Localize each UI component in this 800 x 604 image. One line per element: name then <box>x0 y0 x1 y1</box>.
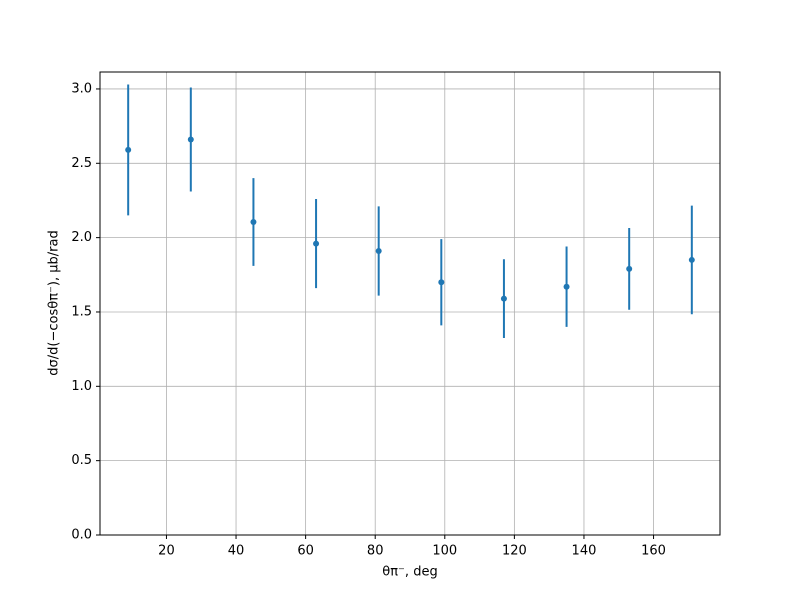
data-point <box>313 240 320 247</box>
x-tick-label: 20 <box>158 544 175 559</box>
y-tick-label: 3.0 <box>71 81 92 96</box>
y-tick-label: 0.0 <box>71 528 92 543</box>
x-tick-label: 80 <box>367 544 384 559</box>
y-tick-label: 2.0 <box>71 230 92 245</box>
data-point <box>626 265 633 272</box>
data-point <box>500 295 507 302</box>
x-tick-label: 160 <box>641 544 666 559</box>
x-tick-label: 140 <box>572 544 597 559</box>
y-tick-label: 2.5 <box>71 156 92 171</box>
x-tick-label: 100 <box>432 544 457 559</box>
x-tick-label: 60 <box>297 544 314 559</box>
data-point <box>250 219 257 226</box>
y-axis-label: dσ/d(−cosθπ⁻), μb/rad <box>47 230 62 375</box>
x-tick-label: 120 <box>502 544 527 559</box>
y-tick-label: 0.5 <box>71 453 92 468</box>
data-point <box>187 136 194 143</box>
x-tick-label: 40 <box>228 544 245 559</box>
y-tick-label: 1.5 <box>71 304 92 319</box>
data-point <box>688 256 695 263</box>
plot-frame <box>99 71 721 536</box>
data-point <box>125 146 132 153</box>
data-point <box>563 283 570 290</box>
y-tick-label: 1.0 <box>71 379 92 394</box>
x-axis-label: θπ⁻, deg <box>382 565 437 580</box>
data-point <box>438 279 445 286</box>
data-point <box>375 248 382 255</box>
